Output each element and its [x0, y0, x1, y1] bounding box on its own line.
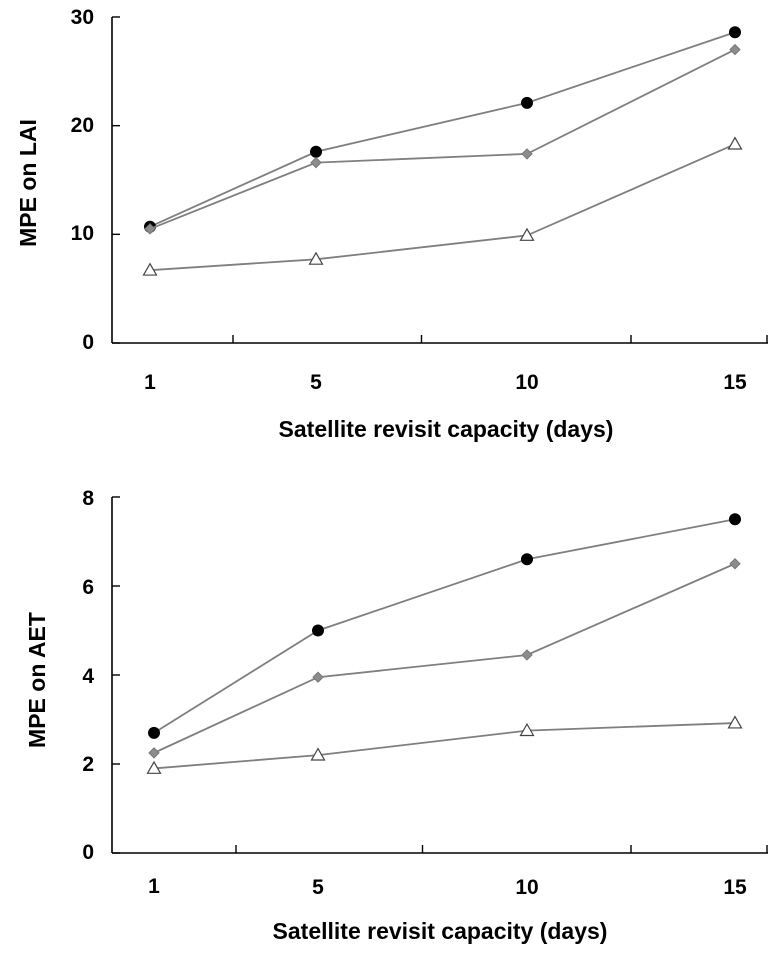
- data-point-circle: [521, 553, 533, 566]
- data-point-triangle: [146, 760, 162, 774]
- x-tick-label: 15: [723, 371, 747, 394]
- data-point-circle: [310, 145, 322, 158]
- x-tick-label: 5: [310, 371, 322, 394]
- x-tick-label: 1: [148, 875, 160, 898]
- y-tick-label: 0: [82, 331, 94, 354]
- plot-layer: [111, 16, 768, 854]
- data-point-diamond: [729, 43, 741, 56]
- series-filled-circle-line: [153, 518, 736, 734]
- data-point-triangle: [308, 251, 324, 265]
- x-tick-label: 10: [515, 876, 538, 899]
- x-tick-label: 15: [723, 876, 747, 899]
- aet-chart: 0 2 4 6 8 1 5 10 15 MPE on AET Satellite…: [24, 487, 747, 944]
- data-point-triangle: [727, 136, 743, 150]
- data-point-triangle: [727, 715, 743, 729]
- x-tick-label: 1: [144, 371, 156, 394]
- y-tick-label: 0: [82, 841, 94, 864]
- chart-1-plot: [111, 496, 768, 854]
- data-point-triangle: [519, 722, 535, 737]
- x-axis-title: Satellite revisit capacity (days): [273, 918, 608, 944]
- data-point-diamond: [521, 649, 533, 661]
- series-diamond-line: [153, 562, 736, 754]
- y-tick-label: 30: [71, 6, 94, 29]
- y-tick-label: 2: [82, 753, 94, 776]
- data-point-circle: [729, 513, 741, 526]
- y-tick-label: 10: [71, 222, 94, 245]
- y-tick-label: 20: [71, 114, 94, 137]
- data-point-circle: [312, 624, 324, 637]
- lai-chart: 0 10 20 30 1 5 10 15 MPE on LAI Satellit…: [15, 6, 747, 442]
- data-point-triangle: [142, 262, 158, 276]
- x-tick-label: 5: [312, 876, 324, 899]
- data-point-diamond: [312, 671, 324, 683]
- y-axis-title: MPE on LAI: [15, 119, 41, 247]
- x-tick-label: 10: [515, 371, 538, 394]
- y-tick-label: 4: [82, 665, 94, 688]
- series-diamond-line: [149, 48, 736, 230]
- series-open-triangle-line: [153, 722, 736, 770]
- data-point-diamond: [144, 223, 156, 235]
- data-point-diamond: [148, 747, 160, 759]
- series-open-triangle-line: [149, 143, 736, 272]
- data-point-triangle: [519, 227, 535, 241]
- data-point-circle: [521, 96, 533, 109]
- y-axis-title: MPE on AET: [24, 612, 50, 748]
- data-point-diamond: [310, 156, 322, 169]
- series-filled-circle-line: [149, 31, 736, 228]
- y-tick-label: 8: [82, 487, 94, 510]
- data-point-diamond: [521, 148, 533, 160]
- data-point-triangle: [310, 747, 326, 761]
- x-axis-title: Satellite revisit capacity (days): [279, 416, 614, 442]
- data-point-diamond: [729, 558, 741, 570]
- data-point-circle: [729, 26, 741, 39]
- data-point-circle: [148, 726, 160, 739]
- y-tick-label: 6: [82, 576, 94, 599]
- chart-0-plot: [111, 16, 768, 344]
